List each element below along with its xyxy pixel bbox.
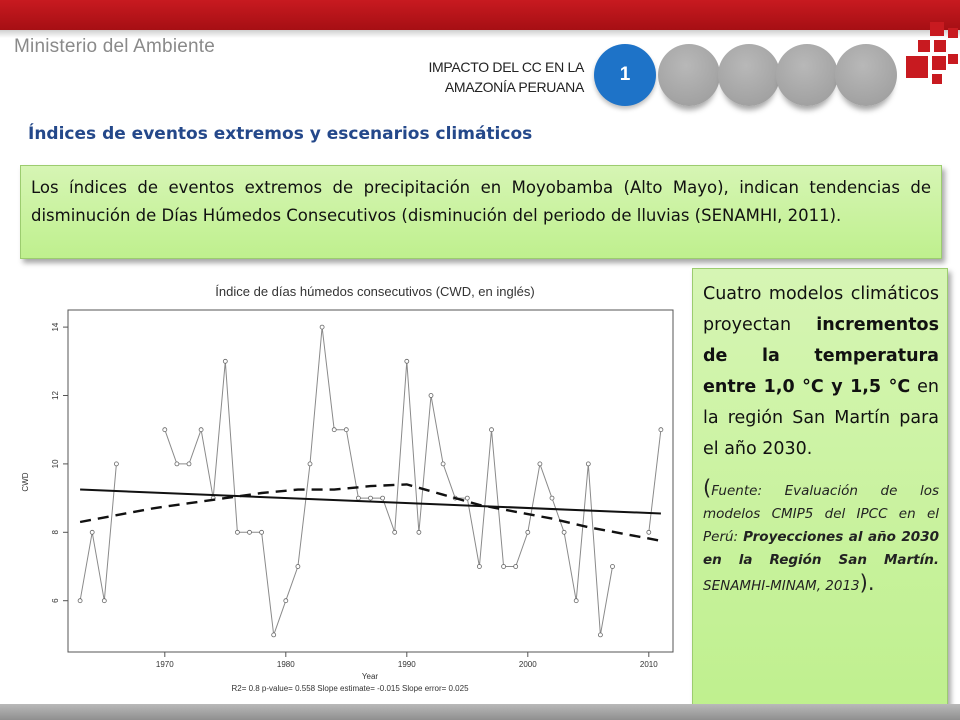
chart-stats-footer: R2= 0.8 p-value= 0.558 Slope estimate= -… [231, 684, 469, 693]
observed-line-segment [164, 327, 613, 636]
data-point [658, 427, 664, 433]
source-citation: (Fuente: Evaluación de los modelos CMIP5… [703, 477, 939, 598]
data-point [101, 598, 107, 604]
y-tick-label: 10 [51, 459, 60, 468]
y-tick-label: 12 [51, 391, 60, 400]
series-linear-trend [80, 488, 661, 515]
y-axis-ticks: 6 8 10 12 14 [51, 322, 68, 603]
source-text-b: SENAMHI-MINAM, 2013 [703, 578, 860, 594]
series-observed-markers [77, 324, 664, 638]
y-tick-label: 14 [51, 322, 60, 331]
x-tick-label: 1980 [277, 660, 295, 669]
y-tick-label: 6 [51, 598, 60, 603]
data-point [234, 529, 240, 535]
data-point [89, 529, 95, 535]
source-close-paren: ). [859, 571, 875, 595]
step-indicator-5[interactable] [835, 44, 897, 106]
x-tick-label: 1970 [156, 660, 174, 669]
ministry-name: Ministerio del Ambiente [14, 36, 216, 57]
data-point [416, 529, 422, 535]
x-tick-label: 2010 [640, 660, 658, 669]
data-point [489, 427, 494, 433]
source-text-a: Fuente: Evaluación de los modelos CMIP5 … [703, 483, 939, 545]
data-point [525, 529, 531, 535]
data-point [440, 461, 446, 467]
data-point [404, 358, 410, 364]
projection-text-bold: incrementos de la temperatura entre 1,0 … [703, 315, 939, 397]
x-axis-label: Year [362, 672, 379, 681]
data-point [464, 495, 470, 501]
top-brand-bar [0, 0, 960, 30]
data-point [380, 495, 386, 501]
x-axis-ticks: 1970 1980 1990 2000 2010 [156, 652, 658, 669]
series-smoothed [79, 483, 662, 542]
observed-line-segment [79, 463, 117, 601]
data-point [598, 632, 603, 638]
projection-text: Cuatro modelos climáticos proyectan incr… [703, 279, 939, 465]
projection-text-end: en la región San Martín para el año 2030… [703, 377, 939, 459]
series-observed-cwd [79, 327, 662, 636]
y-axis-label: CWD [21, 472, 30, 491]
data-point [198, 427, 204, 433]
data-point [428, 393, 434, 398]
data-point [646, 529, 652, 535]
minam-logo-icon [906, 22, 958, 84]
data-point [549, 495, 555, 501]
plot-frame [67, 309, 674, 653]
step-indicator-1[interactable]: 1 [594, 44, 656, 106]
x-tick-label: 2000 [519, 660, 537, 669]
intro-text: Los índices de eventos extremos de preci… [31, 178, 931, 225]
step-indicator-4[interactable] [776, 44, 838, 106]
observed-line-segment [648, 429, 662, 533]
data-point [271, 632, 277, 638]
top-bar-shadow [0, 30, 960, 38]
data-point [537, 461, 543, 467]
source-open-paren: ( [703, 476, 712, 500]
data-point [561, 529, 567, 535]
data-point [283, 598, 289, 604]
data-point [573, 598, 579, 604]
data-point [186, 461, 192, 467]
data-point [77, 598, 83, 604]
data-point [259, 529, 265, 535]
intro-textbox: Los índices de eventos extremos de preci… [20, 165, 942, 259]
bottom-bar [0, 704, 960, 720]
chart-caption: Índice de días húmedos consecutivos (CWD… [215, 284, 535, 299]
presentation-title: IMPACTO DEL CC EN LA AMAZONÍA PERUANA [392, 57, 584, 97]
section-title: Índices de eventos extremos y escenarios… [28, 124, 533, 144]
data-point [222, 358, 228, 364]
presentation-title-line2: AMAZONÍA PERUANA [444, 79, 584, 95]
data-point [501, 564, 507, 569]
data-point [307, 461, 313, 467]
data-point [331, 427, 337, 433]
x-tick-label: 1990 [398, 660, 416, 669]
smoothed-line [79, 483, 662, 542]
data-point [585, 461, 591, 467]
data-point [343, 427, 349, 433]
step-indicator-2[interactable] [658, 44, 720, 106]
y-tick-label: 8 [51, 530, 60, 535]
trend-line [80, 488, 661, 515]
step-indicator-3[interactable] [718, 44, 780, 106]
data-point [513, 564, 519, 569]
data-point [355, 495, 361, 501]
data-point [476, 564, 482, 569]
data-point [295, 564, 301, 569]
data-point [247, 529, 252, 535]
data-point [610, 564, 615, 569]
source-text-bold: Proyecciones al año 2030 en la Región Sa… [703, 529, 939, 568]
data-point [174, 461, 180, 467]
data-point [368, 495, 373, 501]
projection-textbox: Cuatro modelos climáticos proyectan incr… [692, 268, 948, 711]
data-point [162, 427, 168, 433]
data-point [319, 324, 325, 330]
data-point [114, 461, 119, 467]
cwd-chart: 1970 1980 1990 2000 2010 6 8 10 12 14 Year CWD R… [10, 302, 678, 698]
presentation-title-line1: IMPACTO DEL CC EN LA [428, 59, 584, 75]
data-point [392, 529, 398, 535]
projection-text-start: Cuatro modelos climáticos proyectan [703, 284, 939, 335]
